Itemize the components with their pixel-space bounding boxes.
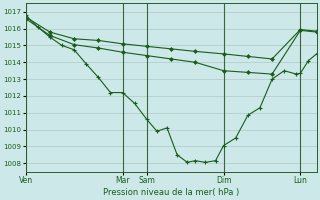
X-axis label: Pression niveau de la mer( hPa ): Pression niveau de la mer( hPa ) [103, 188, 239, 197]
